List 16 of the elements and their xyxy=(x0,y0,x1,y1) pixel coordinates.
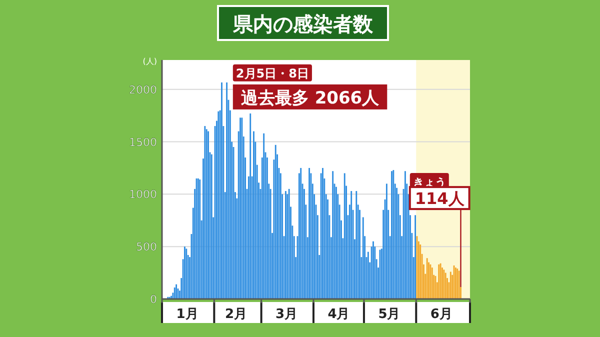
annotation: 過去最多 2066人 xyxy=(240,88,380,108)
chart-title: 県内の感染者数 xyxy=(232,12,374,36)
annotation: 114人 xyxy=(414,189,466,208)
x-tick-label: 3月 xyxy=(276,307,298,322)
x-tick-label: 4月 xyxy=(328,307,350,322)
y-tick-label: 2000 xyxy=(129,83,157,96)
y-tick-label: 1000 xyxy=(129,188,157,202)
y-tick-label: 1500 xyxy=(129,136,157,149)
y-tick-label: 0 xyxy=(150,293,157,306)
y-axis-title: (人) xyxy=(142,57,157,66)
x-tick-label: 1月 xyxy=(176,307,198,322)
annotation: 2月5日・8日 xyxy=(236,66,309,80)
x-tick-label: 2月 xyxy=(225,307,248,322)
x-tick-label: 5月 xyxy=(378,307,400,322)
x-tick-label: 6月 xyxy=(430,307,452,322)
y-tick-label: 500 xyxy=(136,240,157,254)
